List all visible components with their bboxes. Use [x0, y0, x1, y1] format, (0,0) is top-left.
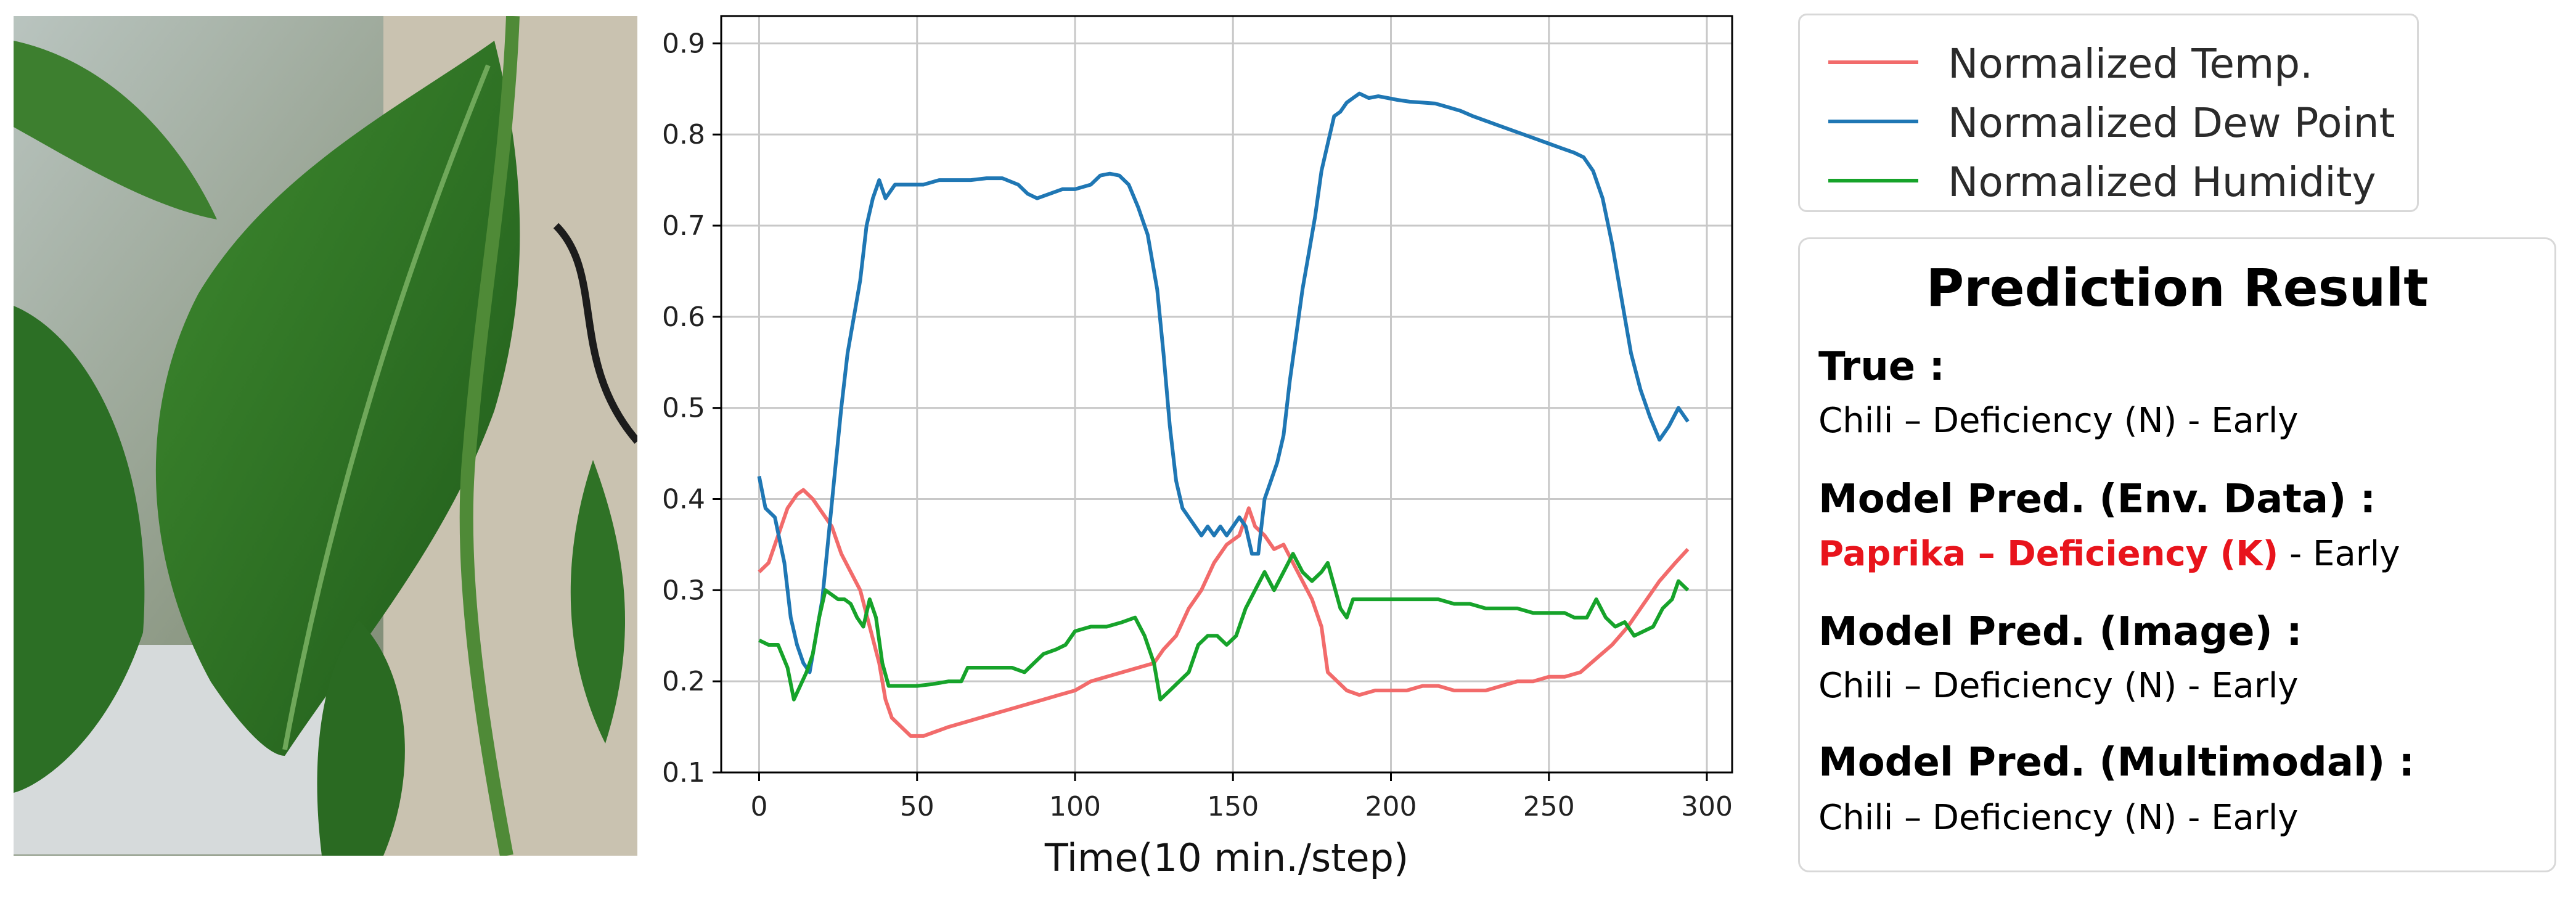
env-pred-heading: Model Pred. (Env. Data) : — [1818, 477, 2376, 522]
y-tick-label: 0.8 — [662, 119, 705, 150]
legend-item-dew-point: Normalized Dew Point — [1813, 92, 2405, 149]
multimodal-pred-value: Chili – Deficiency (N) - Early — [1818, 798, 2299, 838]
series-lines — [757, 91, 1690, 738]
small-leaf-right — [570, 460, 626, 743]
grid-lines — [721, 16, 1732, 774]
y-tick-label: 0.4 — [662, 484, 705, 515]
legend-swatch-temp — [1828, 60, 1918, 64]
main-leaf-vein — [282, 64, 491, 750]
y-tick-label: 0.9 — [662, 28, 705, 59]
y-tick-label: 0.3 — [662, 575, 705, 606]
x-tick-label: 0 — [751, 791, 768, 822]
env-pred-value-highlight: Paprika – Deficiency (K) — [1818, 534, 2279, 574]
multimodal-pred-heading: Model Pred. (Multimodal) : — [1818, 740, 2415, 785]
chart-legend: Normalized Temp. Normalized Dew Point No… — [1798, 14, 2419, 212]
x-axis-label: Time(10 min./step) — [1044, 835, 1409, 880]
x-tick-label: 50 — [900, 791, 934, 822]
y-tick-label: 0.2 — [662, 666, 705, 697]
plot-frame — [720, 15, 1733, 774]
x-tick-label: 100 — [1049, 791, 1101, 822]
env-pred-value: Paprika – Deficiency (K) - Early — [1818, 534, 2400, 574]
true-value: Chili – Deficiency (N) - Early — [1818, 401, 2299, 441]
env-pred-value-stage: - Early — [2278, 534, 2400, 574]
legend-item-temp: Normalized Temp. — [1813, 33, 2405, 89]
back-leaf-top — [14, 41, 217, 219]
legend-label-temp: Normalized Temp. — [1948, 40, 2313, 88]
x-tick-label: 300 — [1681, 791, 1733, 822]
x-tick-label: 150 — [1207, 791, 1259, 822]
back-leaf-left — [14, 306, 145, 793]
image-pred-heading: Model Pred. (Image) : — [1818, 609, 2302, 655]
series-line-humidity — [758, 552, 1690, 702]
series-line-dew-point — [757, 91, 1690, 674]
prediction-result-panel: Prediction Result True : Chili – Deficie… — [1798, 237, 2556, 872]
prediction-result-title: Prediction Result — [1926, 258, 2429, 318]
legend-label-humidity: Normalized Humidity — [1948, 158, 2376, 206]
line-chart: 0 50 100 150 200 250 300 0.1 0.2 0.3 0.4 0.5 0.6 0.7 0… — [662, 15, 1733, 880]
leaf-stem — [459, 16, 520, 856]
legend-swatch-dew-point — [1828, 120, 1918, 123]
irrigation-tube — [553, 223, 637, 444]
axis-ticks: 0 50 100 150 200 250 300 0.1 0.2 0.3 0.4 0.5 0.6 0.7 0… — [662, 28, 1733, 822]
legend-swatch-humidity — [1828, 179, 1918, 182]
legend-item-humidity: Normalized Humidity — [1813, 151, 2405, 208]
pepper-leaf-photo — [14, 16, 637, 856]
x-tick-label: 200 — [1365, 791, 1417, 822]
y-tick-label: 0.6 — [662, 301, 705, 333]
x-tick-label: 250 — [1523, 791, 1575, 822]
legend-label-dew-point: Normalized Dew Point — [1948, 99, 2395, 147]
small-leaf-bottom — [317, 620, 405, 856]
series-line-temp — [758, 488, 1690, 738]
y-tick-label: 0.1 — [662, 757, 705, 788]
true-heading: True : — [1818, 344, 1945, 390]
y-tick-label: 0.5 — [662, 393, 705, 424]
image-pred-value: Chili – Deficiency (N) - Early — [1818, 666, 2299, 706]
y-tick-label: 0.7 — [662, 210, 705, 242]
